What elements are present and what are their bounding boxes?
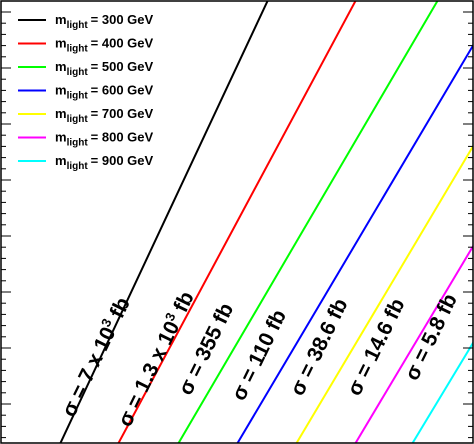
legend-symbol: m xyxy=(55,130,67,145)
legend-symbol: m xyxy=(55,83,67,98)
series-line xyxy=(117,1,357,443)
legend-subscript: light xyxy=(67,91,89,102)
annotation-text: σ = 7 x 10 xyxy=(57,323,120,420)
plot-area xyxy=(59,1,473,443)
legend-label: mlight = 400 GeV xyxy=(55,36,154,55)
legend-subscript: light xyxy=(67,138,89,149)
legend-subscript: light xyxy=(67,67,89,78)
annotation-text: σ = 5.8 fb xyxy=(400,290,462,384)
legend-label: mlight = 300 GeV xyxy=(55,12,154,31)
ticks xyxy=(1,11,473,439)
legend-subscript: light xyxy=(67,20,89,31)
legend-name: = 600 GeV xyxy=(91,83,154,98)
legend-label: mlight = 600 GeV xyxy=(55,83,154,102)
legend-symbol: m xyxy=(55,59,67,74)
annotation-text: σ = 1.3 x 10 xyxy=(114,318,185,431)
series-line xyxy=(236,43,473,443)
series-line xyxy=(59,1,269,443)
legend-label: mlight = 900 GeV xyxy=(55,153,154,172)
legend-label: mlight = 500 GeV xyxy=(55,59,154,78)
annotation-text: σ = 38.6 fb xyxy=(286,295,353,399)
legend-symbol: m xyxy=(55,12,67,27)
legend-name: = 800 GeV xyxy=(91,130,154,145)
legend-symbol: m xyxy=(55,36,67,51)
legend-symbol: m xyxy=(55,106,67,121)
legend-name: = 900 GeV xyxy=(91,153,154,168)
legend-label: mlight = 700 GeV xyxy=(55,106,154,125)
annotation: σ = 5.8 fb xyxy=(400,290,462,384)
series-line xyxy=(411,341,473,443)
series-line xyxy=(177,1,439,443)
legend-symbol: m xyxy=(55,153,67,168)
legend-subscript: light xyxy=(67,161,89,172)
annotation-text: σ = 110 fb xyxy=(227,306,291,404)
legend-name: = 700 GeV xyxy=(91,106,154,121)
legend-name: = 400 GeV xyxy=(91,36,154,51)
legend-name: = 300 GeV xyxy=(91,12,154,27)
series-line xyxy=(295,144,473,443)
legend-name: = 500 GeV xyxy=(91,59,154,74)
annotation: σ = 38.6 fb xyxy=(286,295,353,399)
legend-subscript: light xyxy=(67,114,89,125)
series-line xyxy=(354,244,473,443)
legend-subscript: light xyxy=(67,44,89,55)
legend-label: mlight = 800 GeV xyxy=(55,130,154,149)
annotation: σ = 110 fb xyxy=(227,306,291,404)
